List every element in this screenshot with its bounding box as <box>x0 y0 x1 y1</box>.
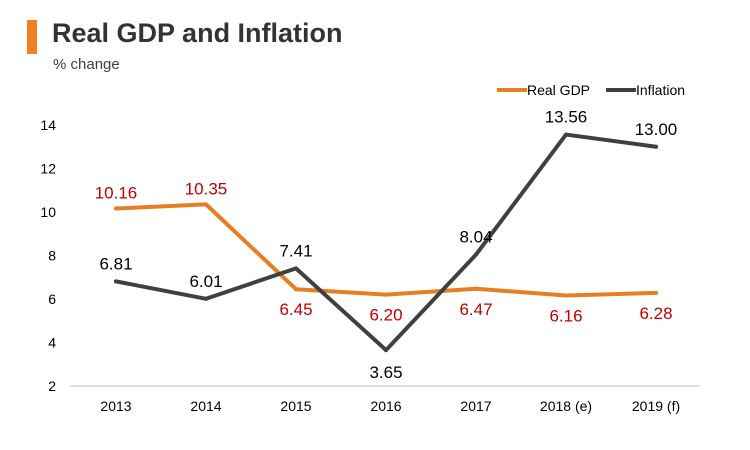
data-point <box>564 132 568 137</box>
data-label-real-gdp: 6.45 <box>279 300 312 319</box>
data-point <box>474 252 478 257</box>
title-accent-bar <box>27 20 37 54</box>
data-label-inflation: 6.01 <box>189 272 222 291</box>
data-point <box>114 279 118 284</box>
x-tick-label: 2019 (f) <box>632 398 680 414</box>
data-point <box>204 202 208 207</box>
data-label-real-gdp: 6.16 <box>549 307 582 326</box>
chart-title: Real GDP and Inflation <box>52 18 343 48</box>
y-tick-label: 10 <box>40 204 56 220</box>
data-point <box>204 296 208 301</box>
legend-label: Inflation <box>636 82 685 98</box>
data-label-inflation: 6.81 <box>99 254 132 273</box>
data-label-inflation: 13.56 <box>545 108 588 127</box>
data-point <box>654 290 658 295</box>
y-tick-label: 4 <box>48 335 56 351</box>
data-label-inflation: 13.00 <box>635 120 678 139</box>
y-tick-label: 14 <box>40 117 56 133</box>
chart-subtitle: % change <box>53 56 120 73</box>
x-tick-label: 2018 (e) <box>540 398 592 414</box>
data-point <box>294 266 298 271</box>
data-point <box>384 348 388 353</box>
y-tick-label: 8 <box>48 248 56 264</box>
data-label-real-gdp: 10.35 <box>185 179 228 198</box>
data-point <box>294 287 298 292</box>
y-tick-label: 2 <box>48 378 56 394</box>
x-tick-label: 2016 <box>370 398 401 414</box>
data-point <box>564 293 568 298</box>
data-label-inflation: 3.65 <box>369 363 402 382</box>
data-point <box>114 206 118 211</box>
y-tick-label: 6 <box>48 291 56 307</box>
data-label-real-gdp: 6.47 <box>459 300 492 319</box>
data-point <box>384 292 388 297</box>
x-tick-label: 2015 <box>280 398 311 414</box>
y-tick-label: 12 <box>40 161 56 177</box>
data-point <box>654 144 658 149</box>
x-tick-label: 2017 <box>460 398 491 414</box>
legend-label: Real GDP <box>527 82 590 98</box>
x-tick-label: 2013 <box>100 398 131 414</box>
data-label-inflation: 7.41 <box>279 241 312 260</box>
data-label-real-gdp: 6.28 <box>639 304 672 323</box>
data-point <box>474 286 478 291</box>
data-label-real-gdp: 6.20 <box>369 306 402 325</box>
data-label-real-gdp: 10.16 <box>95 184 138 203</box>
x-tick-label: 2014 <box>190 398 221 414</box>
data-label-inflation: 8.04 <box>459 228 492 247</box>
